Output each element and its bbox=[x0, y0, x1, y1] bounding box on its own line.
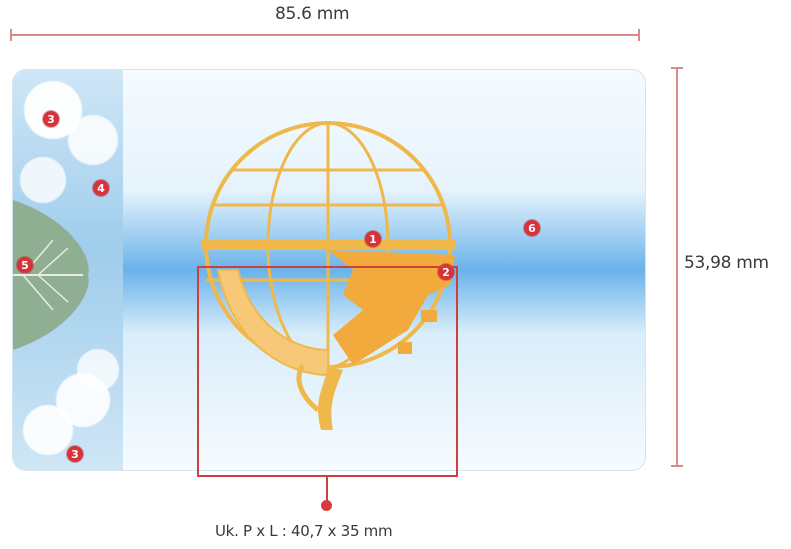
logo-size-label: Uk. P x L : 40,7 x 35 mm bbox=[215, 522, 393, 540]
width-dimension-line bbox=[10, 29, 640, 41]
id-card: 3 4 5 3 1 2 6 bbox=[12, 69, 646, 471]
marker-1: 1 bbox=[365, 231, 381, 247]
height-dimension-line bbox=[671, 67, 683, 467]
marker-3-top: 3 bbox=[43, 111, 59, 127]
height-dimension-label: 53,98 mm bbox=[684, 253, 769, 273]
logo-connector-line bbox=[326, 476, 328, 506]
logo-area-box bbox=[197, 266, 458, 477]
leaf-icon bbox=[13, 200, 89, 350]
marker-5: 5 bbox=[17, 257, 33, 273]
width-dimension-label: 85.6 mm bbox=[275, 4, 350, 24]
marker-2: 2 bbox=[438, 264, 454, 280]
marker-4: 4 bbox=[93, 180, 109, 196]
marker-6: 6 bbox=[524, 220, 540, 236]
logo-connector-dot bbox=[321, 500, 332, 511]
marker-3-bottom: 3 bbox=[67, 446, 83, 462]
